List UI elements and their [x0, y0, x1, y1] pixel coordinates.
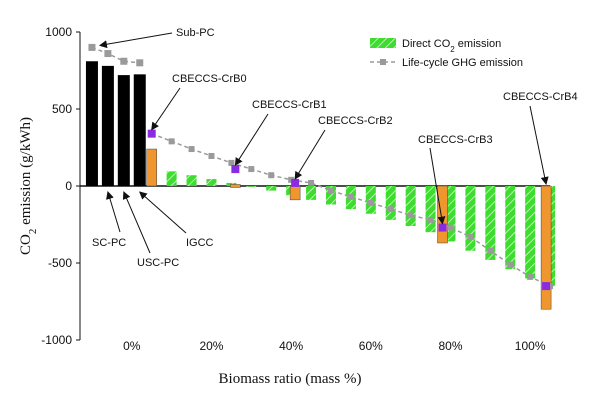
legend-label-ghg: Life-cycle GHG emission [402, 57, 523, 69]
biomass-bar [246, 186, 257, 187]
y-axis-label: CO2 emission (g/kWh) [18, 117, 39, 255]
x-tick-label: 100% [515, 339, 546, 353]
ghg-line-biomass [151, 132, 551, 287]
y-tick-label: 0 [65, 179, 72, 193]
label-cbeccs: CBECCS-CrB0 [172, 73, 247, 85]
biomass-bar [385, 186, 396, 220]
label-cbeccs: CBECCS-CrB3 [418, 134, 493, 146]
x-tick-label: 80% [438, 339, 462, 353]
ghg-marker [104, 50, 112, 58]
biomass-bar [465, 186, 476, 251]
ghg-marker [88, 43, 96, 51]
ghg-highlight-marker [231, 165, 240, 174]
biomass-bar [445, 186, 456, 242]
legend: Direct CO2 emission Life-cycle GHG emissi… [370, 38, 523, 69]
arrow-cbeccs [529, 105, 549, 185]
cbeccs-bar [540, 185, 552, 310]
biomass-bars [166, 171, 556, 287]
legend-label-direct: Direct CO2 emission [402, 38, 501, 54]
biomass-bar [365, 186, 376, 214]
ghg-marker [367, 199, 374, 206]
legend-swatch-ghg-marker [380, 59, 386, 65]
biomass-bar [485, 186, 496, 260]
fossil-bar [117, 75, 130, 186]
label-cbeccs: CBECCS-CrB2 [318, 115, 393, 127]
arrow-cbeccs [429, 147, 446, 225]
label-sc-pc: SC-PC [92, 237, 126, 249]
y-tick-label: 500 [52, 102, 72, 116]
ghg-line [88, 43, 554, 291]
label-igcc: IGCC [186, 237, 214, 249]
biomass-bar [266, 186, 277, 191]
ghg-marker [120, 57, 128, 65]
label-cbeccs: CBECCS-CrB4 [503, 91, 578, 103]
x-tick-label: 20% [199, 339, 223, 353]
arrow-igcc [139, 191, 187, 234]
cbeccs-bar [289, 185, 301, 201]
fossil-bar [133, 74, 146, 186]
ghg-marker [188, 146, 195, 153]
ghg-marker [136, 59, 144, 67]
x-axis-label: Biomass ratio (mass %) [219, 371, 362, 387]
label-usc-pc: USC-PC [137, 257, 179, 269]
biomass-bar [425, 186, 436, 233]
arrow-sub-pc [98, 32, 173, 49]
x-tick-label: 60% [359, 339, 383, 353]
biomass-bar [306, 186, 317, 200]
x-tick-label: 0% [123, 339, 141, 353]
biomass-bar [325, 186, 336, 205]
ghg-highlight-marker [438, 223, 447, 232]
ghg-marker [447, 224, 454, 231]
ghg-marker [507, 261, 514, 268]
fossil-bar [101, 65, 114, 186]
ghg-highlight-marker [147, 129, 156, 138]
ghg-marker [427, 216, 434, 223]
ghg-marker [487, 247, 494, 254]
biomass-bar [166, 171, 177, 186]
axes: 1000 500 0 -500 -1000 0% 20% 40% 60% 80% 100% CO2 e… [18, 25, 550, 387]
ghg-marker [248, 166, 255, 173]
cbeccs-bar [146, 148, 157, 187]
arrow-sc-pc [106, 191, 121, 233]
x-tick-label: 40% [279, 339, 303, 353]
biomass-bar [206, 179, 217, 186]
ghg-marker [527, 273, 534, 280]
ghg-highlight-marker [542, 282, 551, 291]
fossil-bars [85, 61, 146, 187]
ghg-marker [268, 172, 275, 179]
arrow-cbeccs [294, 129, 326, 180]
ghg-marker [387, 206, 394, 213]
legend-swatch-direct [370, 38, 396, 48]
annotations: Sub-PC SC-PC USC-PC IGCC CBECCS-CrB0 CBECCS-C… [92, 27, 578, 269]
cbeccs-bars [146, 148, 552, 310]
ghg-marker [228, 159, 235, 166]
cbeccs-bar [437, 185, 448, 244]
ghg-marker [467, 233, 474, 240]
arrow-usc-pc [122, 191, 151, 254]
biomass-bar [186, 175, 197, 186]
ghg-marker [407, 212, 414, 219]
fossil-bar [85, 61, 98, 187]
ghg-marker [308, 179, 315, 186]
label-sub-pc: Sub-PC [176, 27, 215, 39]
arrow-cbeccs [151, 87, 181, 131]
ghg-marker [208, 152, 215, 159]
ghg-highlight-marker [291, 178, 300, 187]
ghg-line-fossil [91, 46, 140, 64]
biomass-bar [505, 186, 516, 270]
label-cbeccs: CBECCS-CrB1 [252, 99, 327, 111]
y-tick-label: -500 [48, 256, 72, 270]
ghg-marker [347, 193, 354, 200]
biomass-bar [525, 186, 536, 279]
ghg-marker [168, 138, 175, 145]
biomass-bar [405, 186, 416, 227]
ghg-marker [327, 187, 334, 194]
y-tick-label: -1000 [41, 333, 72, 347]
arrow-cbeccs [234, 113, 269, 166]
cbeccs-bar [230, 184, 241, 188]
y-tick-label: 1000 [45, 25, 72, 39]
